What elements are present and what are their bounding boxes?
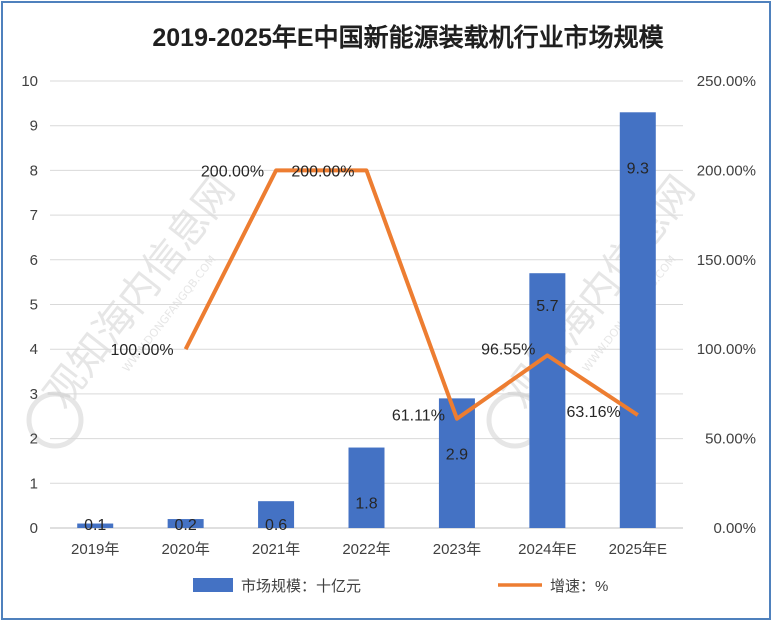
y-left-tick: 2 <box>30 431 38 448</box>
y-left-tick: 3 <box>30 386 38 403</box>
x-tick: 2022年 <box>342 541 390 558</box>
y-left-tick: 5 <box>30 297 38 314</box>
line-value-label: 200.00% <box>291 163 354 180</box>
line-value-label: 63.16% <box>567 404 621 421</box>
x-tick: 2020年 <box>161 541 209 558</box>
growth-line <box>183 168 639 421</box>
bar <box>348 447 385 528</box>
x-tick: 2019年 <box>71 541 119 558</box>
x-tick: 2023年 <box>433 541 481 558</box>
legend-label-line: 增速：% <box>550 578 608 595</box>
bar <box>529 273 566 528</box>
line-value-label: 100.00% <box>110 342 173 359</box>
watermark-text-1: 观知海内信息网 <box>495 168 704 417</box>
bar <box>167 519 204 528</box>
grid-lines <box>50 80 683 529</box>
y-left-tick: 0 <box>30 520 38 537</box>
y-right-tick: 50.00% <box>705 431 756 448</box>
line-value-label: 61.11% <box>392 408 445 425</box>
x-tick: 2021年 <box>252 541 300 558</box>
y-right-tick: 0.00% <box>713 520 756 537</box>
y-left-tick: 6 <box>30 252 38 269</box>
legend: 市场规模：十亿元 增速：% <box>193 578 608 595</box>
bar-value-label: 5.7 <box>536 298 558 315</box>
bar-value-label: 0.6 <box>265 517 287 534</box>
bar-value-label: 0.2 <box>175 517 197 534</box>
bar-value-label: 9.3 <box>627 160 649 177</box>
chart-title: 2019-2025年E中国新能源装载机行业市场规模 <box>152 23 664 52</box>
y-left-tick: 1 <box>30 475 38 492</box>
data-labels: 0.1 0.2 0.6 1.8 2.9 5.7 9.3 100.00% 200.00% 200.0… <box>84 160 649 534</box>
line-series <box>183 168 639 421</box>
line-value-label: 200.00% <box>201 163 264 180</box>
line-value-label: 96.55% <box>481 341 535 358</box>
bar-value-label: 0.1 <box>84 517 106 534</box>
bar-value-label: 2.9 <box>446 446 468 463</box>
y-right-tick: 200.00% <box>697 162 756 179</box>
y-left-tick: 9 <box>30 118 38 135</box>
y-right-tick: 100.00% <box>697 341 756 358</box>
bar <box>77 523 114 528</box>
bar <box>258 501 295 528</box>
left-axis: 0 1 2 3 4 5 6 7 8 9 10 <box>21 73 38 537</box>
x-axis: 2019年 2020年 2021年 2022年 2023年 2024年E 2025年E <box>71 541 667 558</box>
y-left-tick: 4 <box>30 341 38 358</box>
bar-value-label: 1.8 <box>355 496 377 513</box>
bar <box>619 112 656 528</box>
legend-swatch-bar <box>193 578 233 592</box>
y-right-tick: 150.00% <box>697 252 756 269</box>
y-left-tick: 8 <box>30 162 38 179</box>
right-axis: 0.00% 50.00% 100.00% 150.00% 200.00% 250.00% <box>697 73 756 537</box>
y-right-tick: 250.00% <box>697 73 756 90</box>
y-left-tick: 10 <box>21 73 38 90</box>
y-left-tick: 7 <box>30 207 38 224</box>
x-tick: 2024年E <box>518 541 576 558</box>
legend-label-bar: 市场规模：十亿元 <box>241 578 361 595</box>
x-tick: 2025年E <box>609 541 667 558</box>
